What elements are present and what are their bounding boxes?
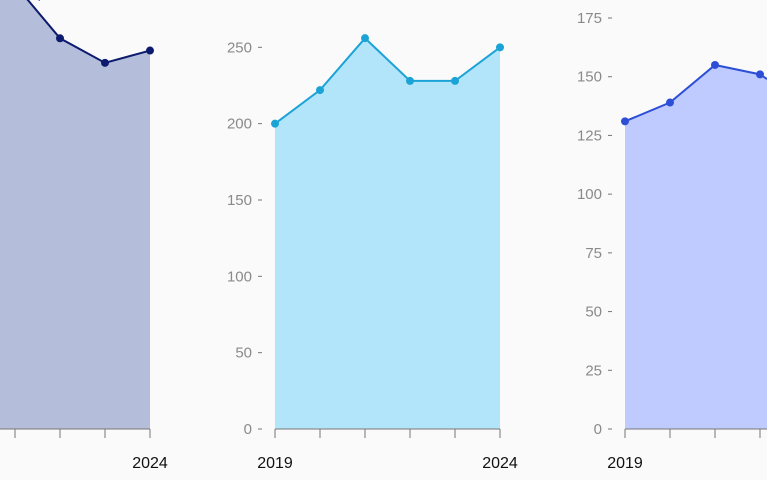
data-point xyxy=(316,86,324,95)
data-point xyxy=(496,43,504,52)
y-tick-label: 175 xyxy=(577,10,602,27)
y-tick-label: 100 xyxy=(227,268,252,285)
y-tick-label: 75 xyxy=(585,245,602,262)
data-point xyxy=(666,98,674,107)
y-tick-label: 50 xyxy=(585,304,602,321)
chart-panel-2: 2019 2024 0 50 100 150 200 250 xyxy=(227,34,518,472)
data-point xyxy=(451,76,459,85)
area-fill xyxy=(0,0,150,429)
data-point xyxy=(101,58,109,67)
y-tick-label: 0 xyxy=(244,421,252,438)
data-point xyxy=(271,119,279,128)
chart-panel-3: 2019 0 25 50 75 100 125 150 175 xyxy=(577,10,767,472)
x-tick-label: 2019 xyxy=(607,455,643,472)
data-point xyxy=(361,34,369,43)
y-tick-label: 100 xyxy=(577,186,602,203)
data-point xyxy=(56,34,64,43)
y-tick-label: 250 xyxy=(227,39,252,56)
area-fill xyxy=(625,64,767,429)
x-tick-label: 2019 xyxy=(257,455,293,472)
data-point xyxy=(406,76,414,85)
y-tick-label: 125 xyxy=(577,127,602,144)
area-fill xyxy=(275,38,500,429)
x-tick-label: 2024 xyxy=(132,455,168,472)
y-tick-label: 150 xyxy=(577,69,602,86)
data-point xyxy=(146,46,154,55)
data-point xyxy=(621,117,629,126)
y-tick-label: 150 xyxy=(227,192,252,209)
data-point xyxy=(756,70,764,79)
series-line xyxy=(274,36,501,125)
y-tick-label: 50 xyxy=(235,345,252,362)
x-tick-label: 2024 xyxy=(482,455,518,472)
y-tick-label: 200 xyxy=(227,116,252,133)
y-tick-label: 25 xyxy=(585,362,602,379)
y-tick-label: 0 xyxy=(594,421,602,438)
chart-panel-1: 2024 xyxy=(0,0,168,472)
data-point xyxy=(711,60,719,69)
